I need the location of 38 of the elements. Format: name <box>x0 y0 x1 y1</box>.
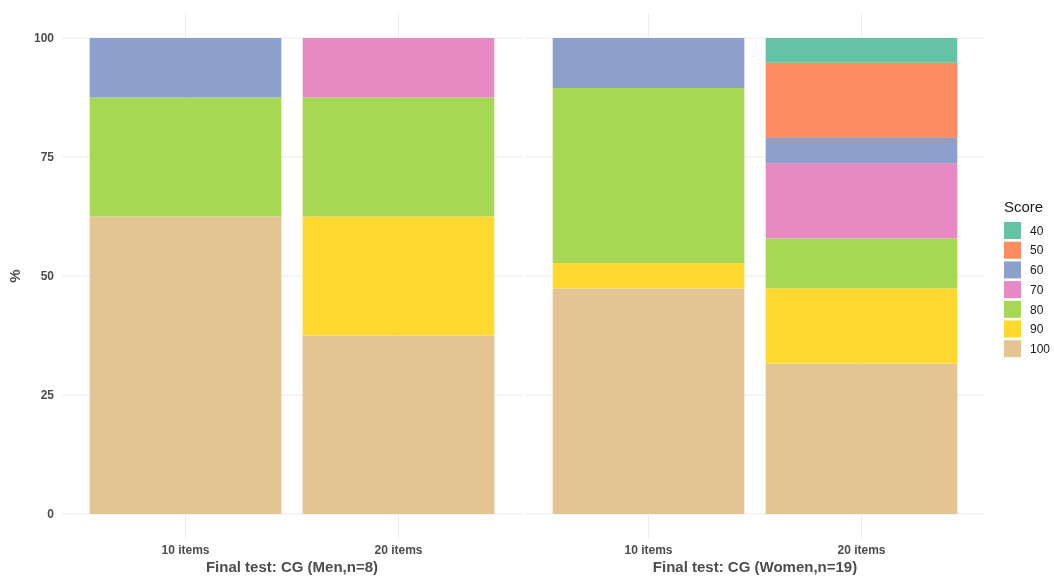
y-tick-label: 100 <box>33 31 55 46</box>
x-tick-label: 20 items <box>374 543 423 557</box>
bar <box>89 38 282 98</box>
bar <box>552 87 745 264</box>
legend-label: 90 <box>1030 322 1044 337</box>
bar <box>89 97 282 217</box>
bar <box>765 163 958 239</box>
bar <box>552 288 745 514</box>
x-tick-label: 10 items <box>161 543 210 557</box>
bar <box>765 363 958 514</box>
x-tick-label: 10 items <box>624 543 673 557</box>
legend-label: 50 <box>1030 243 1044 258</box>
y-tick-label: 0 <box>47 507 55 522</box>
legend-title: Score <box>1004 198 1044 215</box>
bar <box>765 62 958 138</box>
y-tick-label: 75 <box>40 150 55 165</box>
bar <box>765 38 958 63</box>
bar <box>765 137 958 164</box>
y-axis-title: % <box>6 269 23 283</box>
bar <box>302 335 495 514</box>
bar <box>89 216 282 514</box>
legend-label: 60 <box>1030 263 1044 278</box>
x-axis-title: Final test: CG (Women,n=19) <box>652 558 858 575</box>
legend-label: 100 <box>1030 341 1051 356</box>
bar <box>302 38 495 98</box>
y-tick-label: 50 <box>40 269 55 284</box>
x-tick-label: 20 items <box>837 543 886 557</box>
bar <box>552 38 745 88</box>
y-tick-label: 25 <box>40 388 55 403</box>
bar <box>302 97 495 217</box>
x-axis-title: Final test: CG (Men,n=8) <box>205 558 379 575</box>
bar <box>765 238 958 289</box>
bar <box>302 216 495 336</box>
bar <box>765 288 958 364</box>
bar <box>552 263 745 289</box>
legend-label: 80 <box>1030 302 1044 317</box>
legend-label: 70 <box>1030 282 1044 297</box>
legend-label: 40 <box>1030 223 1044 238</box>
